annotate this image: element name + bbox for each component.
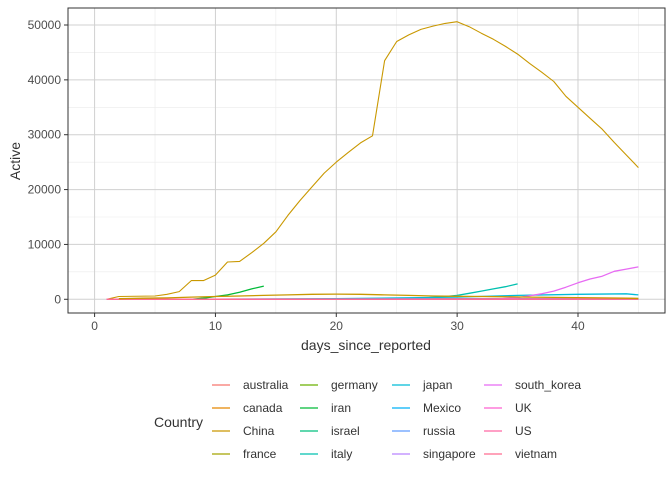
legend-label-russia: russia — [423, 424, 455, 438]
legend-label-singapore: singapore — [423, 447, 476, 461]
legend-label-uk: UK — [515, 401, 532, 415]
x-tick-label: 40 — [571, 319, 585, 333]
y-tick-label: 0 — [54, 292, 61, 306]
legend-label-canada: canada — [243, 401, 283, 415]
legend-label-us: US — [515, 424, 532, 438]
y-tick-label: 20000 — [28, 183, 62, 197]
x-axis-ticks: 0 10 20 30 40 — [91, 313, 585, 333]
legend-label-mexico: Mexico — [423, 401, 461, 415]
series-line-unlabeled — [118, 293, 639, 300]
y-tick-label: 30000 — [28, 128, 62, 142]
x-tick-label: 0 — [91, 319, 98, 333]
x-tick-label: 20 — [330, 319, 344, 333]
series-line-china — [106, 21, 639, 300]
minor-gridlines — [68, 8, 665, 313]
x-tick-label: 30 — [450, 319, 464, 333]
y-tick-label: 50000 — [28, 18, 62, 32]
legend-label-israel: israel — [331, 424, 360, 438]
x-axis-label: days_since_reported — [301, 337, 431, 353]
y-tick-label: 10000 — [28, 237, 62, 251]
legend: australia canada China france germany iran isr… — [212, 378, 581, 461]
series-line-south-korea — [493, 266, 639, 300]
plot-panel-border — [67, 7, 666, 314]
legend-label-australia: australia — [243, 378, 289, 392]
y-axis-ticks: 0 10000 20000 30000 40000 50000 — [28, 18, 68, 306]
legend-label-iran: iran — [331, 401, 351, 415]
x-tick-label: 10 — [209, 319, 223, 333]
y-tick-label: 40000 — [28, 73, 62, 87]
y-axis-label: Active — [7, 142, 23, 180]
legend-label-south-korea: south_korea — [515, 378, 581, 392]
legend-label-italy: italy — [331, 447, 352, 461]
legend-label-japan: japan — [422, 378, 452, 392]
legend-title: Country — [154, 414, 203, 430]
legend-label-france: france — [243, 447, 277, 461]
series-line-iran — [191, 285, 264, 300]
legend-label-germany: germany — [331, 378, 378, 392]
legend-label-vietnam: vietnam — [515, 447, 557, 461]
major-gridlines — [68, 8, 665, 313]
legend-label-china: China — [243, 424, 275, 438]
series-lines — [106, 21, 639, 300]
